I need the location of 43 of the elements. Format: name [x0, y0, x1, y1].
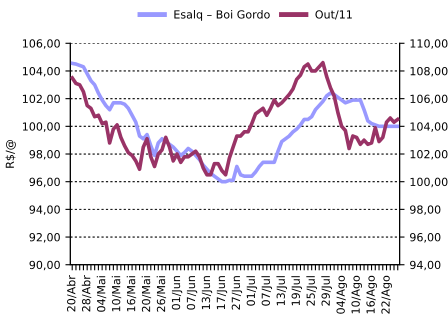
- x-tick-label: 20/Mai: [142, 276, 152, 312]
- x-tick-label: 16/Ago: [366, 276, 377, 314]
- x-tick-label: 07/Jun: [186, 276, 198, 310]
- x-tick-label: 17/Jun: [216, 276, 228, 310]
- y2-tick-label: 98,00: [410, 205, 440, 215]
- y2-tick-label: 104,00: [410, 122, 448, 132]
- y-tick-label: 104,00: [22, 66, 60, 76]
- y2-tick-label: 106,00: [410, 94, 448, 104]
- y2-tick-label: 94,00: [410, 260, 440, 270]
- y-tick-label: 102,00: [22, 94, 60, 104]
- y-tick-label: 96,00: [30, 178, 60, 188]
- y2-tick-label: 108,00: [410, 66, 448, 76]
- x-tick-label: 01/Jul: [246, 276, 258, 306]
- x-tick-label: 22/Ago: [381, 276, 392, 314]
- y-tick-label: 100,00: [22, 122, 60, 132]
- y-axis-title: R$/@: [5, 140, 16, 168]
- x-tick-label: 13/Jun: [202, 276, 212, 310]
- x-tick-label: 04/Mai: [96, 276, 106, 312]
- y2-tick-label: 96,00: [410, 233, 440, 243]
- y2-tick-label: 102,00: [410, 150, 448, 160]
- x-tick-label: 13/Jul: [276, 276, 288, 306]
- y-tick-label: 94,00: [30, 205, 60, 215]
- x-tick-label: 10/Mai: [112, 276, 122, 312]
- x-tick-label: 26/Mai: [156, 276, 166, 312]
- y-tick-label: 106,00: [22, 39, 60, 49]
- x-tick-label: 04/Ago: [336, 276, 347, 314]
- y-tick-label: 90,00: [30, 260, 60, 270]
- x-tick-label: 16/Mai: [126, 276, 136, 312]
- legend-label: Out/11: [315, 10, 352, 20]
- y-tick-label: 92,00: [30, 233, 60, 243]
- x-tick-label: 10/Ago: [351, 276, 362, 314]
- x-tick-label: 27/Jun: [232, 276, 242, 310]
- x-tick-label: 01/Jun: [172, 276, 182, 310]
- x-tick-label: 28/Abr: [82, 275, 92, 312]
- x-tick-label: 25/Jul: [306, 276, 317, 306]
- x-tick-label: 19/Jul: [291, 276, 302, 306]
- x-tick-label: 07/Jul: [261, 276, 272, 306]
- y2-tick-label: 100,00: [410, 178, 448, 188]
- x-tick-label: 20/Abr: [66, 275, 76, 312]
- y2-tick-label: 110,00: [410, 39, 448, 49]
- y-tick-label: 98,00: [30, 150, 60, 160]
- legend-label: Esalq – Boi Gordo: [174, 10, 270, 21]
- x-tick-label: 29/Jul: [321, 276, 332, 306]
